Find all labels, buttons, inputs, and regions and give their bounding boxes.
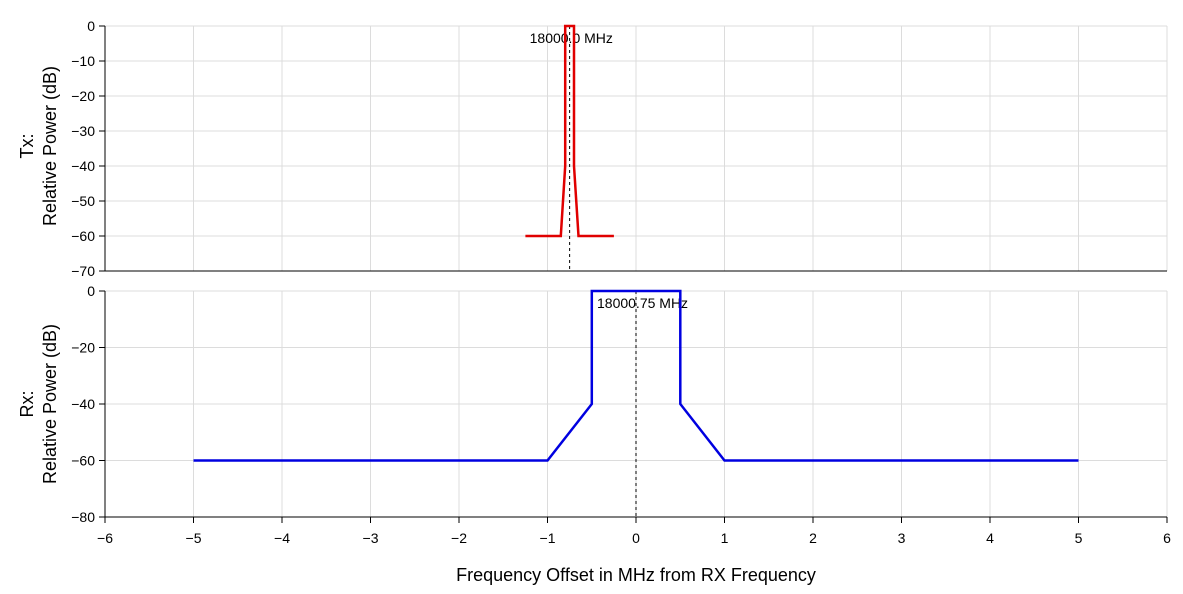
x-tick-label: 6	[1163, 530, 1171, 546]
tx-y-tick-label: −10	[71, 53, 95, 69]
rx-series-line	[193, 289, 1079, 462]
x-tick-label: −3	[363, 530, 379, 546]
tx-y-axis-label: Tx:	[17, 134, 37, 159]
tx-series-line	[525, 24, 614, 238]
rx-y-tick-label: −80	[71, 509, 95, 525]
rx-y-tick-label: −20	[71, 340, 95, 356]
tx-y-tick-label: −50	[71, 193, 95, 209]
tx-y-axis-label: Relative Power (dB)	[40, 66, 60, 226]
tx-y-tick-label: −60	[71, 228, 95, 244]
rx-y-axis-label: Rx:	[17, 391, 37, 418]
x-tick-label: 4	[986, 530, 994, 546]
x-tick-label: −4	[274, 530, 290, 546]
rx-y-axis-label: Relative Power (dB)	[40, 324, 60, 484]
rx-y-tick-label: −40	[71, 396, 95, 412]
x-tick-label: −2	[451, 530, 467, 546]
x-tick-label: −1	[540, 530, 556, 546]
tx-marker-label: 18000.0 MHz	[530, 30, 613, 46]
x-axis-label: Frequency Offset in MHz from RX Frequenc…	[456, 565, 816, 585]
x-tick-label: 2	[809, 530, 817, 546]
x-tick-label: −6	[97, 530, 113, 546]
tx-panel: 0 −10 −20 −30 −40 −50 −60 −70 Tx: Relative Power …	[17, 18, 1168, 279]
tx-y-tick-label: −30	[71, 123, 95, 139]
tx-y-tick-label: −70	[71, 263, 95, 279]
tx-y-tick-label: −40	[71, 158, 95, 174]
tx-y-tick-label: −20	[71, 88, 95, 104]
rx-marker-label: 18000.75 MHz	[597, 295, 688, 311]
rx-panel: 0 −20 −40 −60 −80−6 −5 −4 −3 −2 −1 0 1 2 3 4 5 6 Rx: Relat…	[17, 283, 1171, 546]
rx-y-tick-label: −60	[71, 453, 95, 469]
x-tick-label: 0	[632, 530, 640, 546]
x-tick-label: 5	[1075, 530, 1083, 546]
x-tick-label: 3	[898, 530, 906, 546]
x-tick-label: −5	[186, 530, 202, 546]
rx-y-tick-label: 0	[87, 283, 95, 299]
tx-y-tick-label: 0	[87, 18, 95, 34]
x-tick-label: 1	[721, 530, 729, 546]
